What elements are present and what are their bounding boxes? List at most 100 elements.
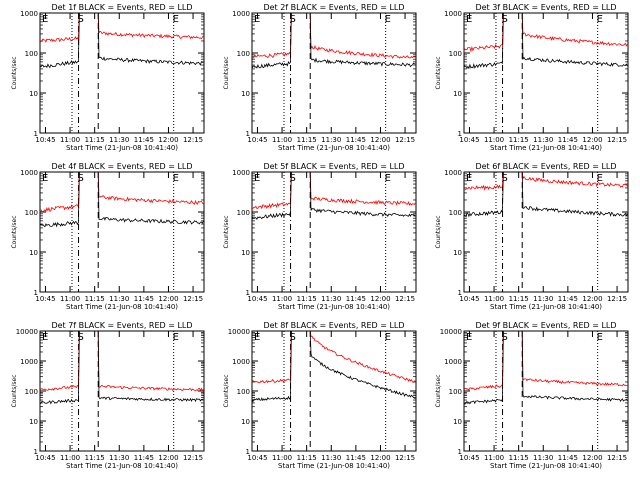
series-line	[39, 171, 80, 213]
x-tick-label: 12:15	[183, 136, 203, 144]
x-tick-label: 11:30	[109, 136, 129, 144]
x-tick-label: 11:30	[533, 454, 553, 462]
y-axis-label: Counts/sec	[11, 215, 18, 248]
marker-label-s: S	[78, 173, 84, 184]
series-line	[521, 330, 628, 402]
x-tick-label: 11:15	[297, 136, 317, 144]
plot-frame	[39, 171, 205, 293]
y-tick-label: 1000	[444, 10, 462, 18]
x-tick-label: 11:15	[509, 136, 529, 144]
series-line	[251, 12, 292, 69]
marker-label-first-e: E	[42, 14, 48, 25]
y-tick-label: 1	[34, 448, 38, 456]
x-tick-label: 10:45	[247, 136, 267, 144]
y-axis-label: Counts/sec	[435, 56, 442, 89]
y-tick-label: 1	[458, 448, 462, 456]
x-axis-label: Start Time (21-Jun-08 10:41:40)	[490, 462, 602, 470]
marker-label-last-e: E	[597, 173, 603, 184]
x-tick-label: 11:45	[134, 295, 154, 303]
y-tick-label: 10	[29, 418, 38, 426]
y-tick-label: 100	[449, 50, 462, 58]
x-tick-label: 11:30	[109, 295, 129, 303]
plot-frame	[463, 12, 629, 134]
plot-frame	[463, 330, 629, 452]
series-line	[463, 330, 504, 392]
marker-label-last-e: E	[173, 173, 179, 184]
x-tick-label: 11:00	[272, 454, 292, 462]
marker-label-last-e: E	[385, 14, 391, 25]
y-axis-label: Counts/sec	[11, 374, 18, 407]
x-tick-label: 12:00	[582, 136, 602, 144]
y-axis-label: Counts/sec	[223, 374, 230, 407]
series-line	[39, 171, 80, 228]
x-tick-label: 10:45	[35, 454, 55, 462]
y-tick-label: 100	[237, 209, 250, 217]
chart-panel-1: Det 1f BLACK = Events, RED = LLD 1 10 100 10…	[11, 3, 205, 152]
x-tick-label: 12:00	[158, 136, 178, 144]
y-axis-label: Counts/sec	[435, 215, 442, 248]
x-tick-label: 12:00	[370, 295, 390, 303]
marker-label-first-e: E	[42, 173, 48, 184]
y-tick-label: 100	[237, 388, 250, 396]
series-line	[521, 330, 628, 387]
x-axis-label: Start Time (21-Jun-08 10:41:40)	[490, 144, 602, 152]
marker-label-first-e: E	[466, 14, 472, 25]
y-tick-label: 10000	[440, 328, 462, 336]
x-tick-label: 11:30	[321, 136, 341, 144]
series-line	[463, 12, 504, 70]
x-tick-label: 12:00	[370, 136, 390, 144]
y-tick-label: 10	[453, 90, 462, 98]
chart-title: Det 2f BLACK = Events, RED = LLD	[263, 3, 404, 12]
marker-label-first-e: E	[42, 332, 48, 343]
y-tick-label: 10	[241, 418, 250, 426]
x-axis-label: Start Time (21-Jun-08 10:41:40)	[66, 462, 178, 470]
marker-label-first-e: E	[254, 173, 260, 184]
chart-title: Det 7f BLACK = Events, RED = LLD	[51, 321, 192, 330]
y-tick-label: 1000	[20, 169, 38, 177]
x-tick-label: 10:45	[459, 295, 479, 303]
y-tick-label: 10	[29, 90, 38, 98]
y-tick-label: 1	[246, 289, 250, 297]
series-line	[521, 171, 628, 188]
x-tick-label: 11:00	[60, 454, 80, 462]
x-tick-label: 12:00	[158, 454, 178, 462]
chart-title: Det 3f BLACK = Events, RED = LLD	[475, 3, 616, 12]
marker-label-s: S	[290, 332, 296, 343]
chart-panel-7: Det 7f BLACK = Events, RED = LLD 1 10 100 10…	[11, 321, 205, 470]
series-line	[309, 12, 416, 68]
x-tick-label: 11:00	[60, 136, 80, 144]
x-axis-label: Start Time (21-Jun-08 10:41:40)	[278, 144, 390, 152]
y-tick-label: 100	[25, 209, 38, 217]
x-tick-label: 10:45	[35, 295, 55, 303]
x-tick-label: 11:15	[509, 295, 529, 303]
plot-frame	[251, 12, 417, 134]
marker-label-first-e: E	[466, 332, 472, 343]
y-axis-label: Counts/sec	[223, 215, 230, 248]
x-tick-label: 12:00	[158, 295, 178, 303]
y-tick-label: 10	[241, 249, 250, 257]
marker-label-last-e: E	[597, 14, 603, 25]
chart-title: Det 1f BLACK = Events, RED = LLD	[51, 3, 192, 12]
marker-label-first-e: E	[466, 173, 472, 184]
y-tick-label: 1000	[444, 169, 462, 177]
y-tick-label: 100	[25, 50, 38, 58]
y-tick-label: 1000	[232, 10, 250, 18]
chart-panel-4: Det 4f BLACK = Events, RED = LLD 1 10 100 10…	[11, 162, 205, 311]
marker-label-last-e: E	[385, 173, 391, 184]
x-tick-label: 11:45	[558, 295, 578, 303]
y-tick-label: 100	[25, 388, 38, 396]
y-tick-label: 100	[237, 50, 250, 58]
marker-label-last-e: E	[597, 332, 603, 343]
marker-label-s: S	[502, 14, 508, 25]
plot-frame	[251, 171, 417, 293]
plot-frame	[463, 171, 629, 293]
series-line	[251, 12, 292, 59]
chart-panel-6: Det 6f BLACK = Events, RED = LLD 1 10 100 10…	[435, 162, 629, 311]
y-tick-label: 100	[449, 388, 462, 396]
marker-label-last-e: E	[385, 332, 391, 343]
chart-panel-2: Det 2f BLACK = Events, RED = LLD 1 10 100 10…	[223, 3, 417, 152]
x-tick-label: 11:00	[60, 295, 80, 303]
x-axis-label: Start Time (21-Jun-08 10:41:40)	[66, 303, 178, 311]
x-tick-label: 12:00	[582, 454, 602, 462]
